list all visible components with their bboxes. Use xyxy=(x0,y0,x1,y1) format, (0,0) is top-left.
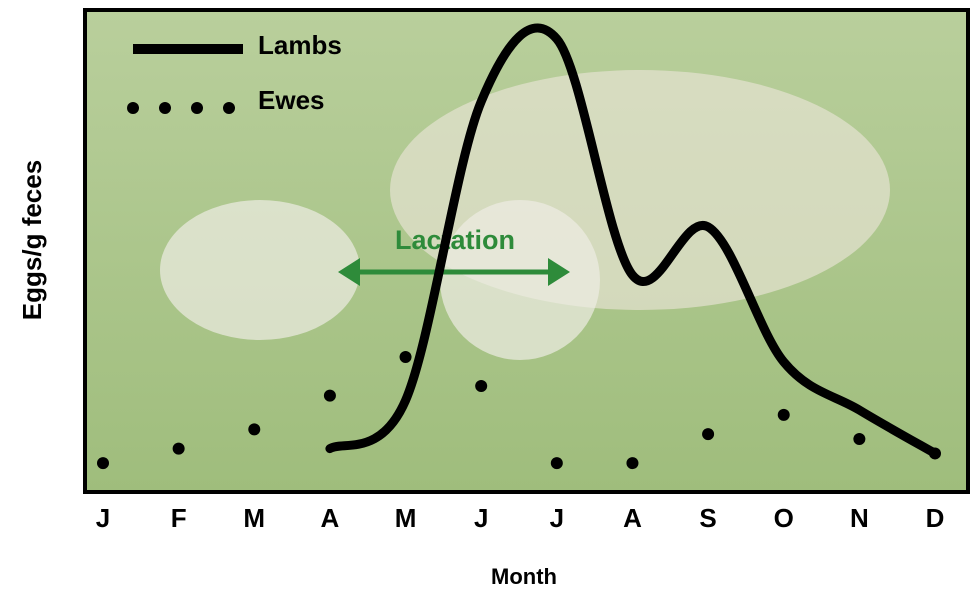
ewes-dot xyxy=(248,423,260,435)
ewes-dot xyxy=(97,457,109,469)
legend-label: Ewes xyxy=(258,85,325,115)
page: {"chart_data": {"type": "line", "x_label… xyxy=(0,0,973,593)
x-tick-label: A xyxy=(321,503,340,533)
ewes-dot xyxy=(929,447,941,459)
photo-lamb xyxy=(160,200,360,340)
x-tick-label: N xyxy=(850,503,869,533)
legend-swatch xyxy=(127,102,139,114)
ewes-dot xyxy=(551,457,563,469)
photo-lamb xyxy=(440,200,600,360)
y-axis-label: Eggs/g feces xyxy=(17,160,47,320)
x-tick-label: J xyxy=(474,503,488,533)
x-tick-label: O xyxy=(774,503,794,533)
ewes-dot xyxy=(173,443,185,455)
x-tick-label: S xyxy=(699,503,716,533)
x-tick-label: J xyxy=(550,503,564,533)
ewes-dot xyxy=(324,390,336,402)
ewes-dot xyxy=(702,428,714,440)
ewes-dot xyxy=(475,380,487,392)
x-tick-label: M xyxy=(243,503,265,533)
chart: Eggs/g feces Month Lactation J F M A M J J A S O N… xyxy=(0,0,973,593)
x-tick-label: A xyxy=(623,503,642,533)
annotation: Lactation xyxy=(395,225,515,255)
legend-swatch xyxy=(223,102,235,114)
ewes-dot xyxy=(626,457,638,469)
ewes-dot xyxy=(778,409,790,421)
x-tick-label: J xyxy=(96,503,110,533)
legend-label: Lambs xyxy=(258,30,342,60)
x-tick-label: M xyxy=(395,503,417,533)
ewes-dot xyxy=(853,433,865,445)
ewes-dot xyxy=(400,351,412,363)
legend-swatch xyxy=(159,102,171,114)
legend-swatch xyxy=(191,102,203,114)
x-axis-label: Month xyxy=(491,564,557,589)
x-tick-label: F xyxy=(171,503,187,533)
x-tick-label: D xyxy=(926,503,945,533)
